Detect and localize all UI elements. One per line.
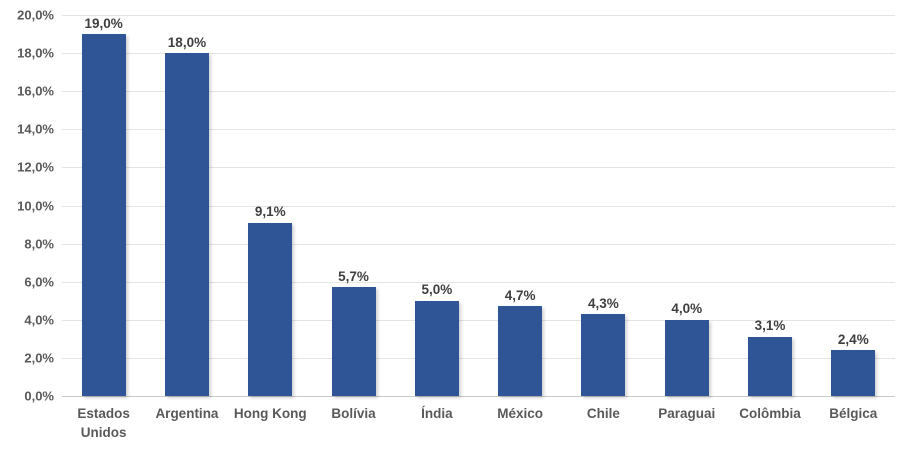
bar-slot: 4,3% [562, 15, 645, 396]
bar-méxico[interactable] [498, 306, 543, 396]
y-tick-label: 20,0% [17, 7, 54, 23]
y-tick-label: 12,0% [17, 159, 54, 175]
y-tick-label: 16,0% [17, 83, 54, 99]
y-tick-label: 8,0% [24, 236, 54, 252]
gridline [62, 243, 895, 245]
x-tick-label: México [497, 406, 544, 421]
bar-slot: 9,1% [229, 15, 312, 396]
gridline [62, 129, 895, 131]
x-tick-label: Argentina [155, 406, 219, 421]
plot-area: 19,0% 18,0% 9,1% 5,7% 5,0% 4,7% 4,3% 4,0% 3,1% 2,… [62, 15, 895, 397]
value-label: 3,1% [754, 318, 786, 334]
y-tick-label: 10,0% [17, 198, 54, 213]
value-label: 5,0% [421, 282, 453, 298]
value-label: 5,7% [338, 268, 369, 284]
x-tick-label: Bélgica [829, 406, 878, 421]
y-tick-label: 6,0% [24, 274, 54, 290]
gridline [62, 357, 895, 359]
x-tick-label: Estados Unidos [77, 406, 130, 440]
gridline [62, 53, 895, 55]
gridline [62, 205, 895, 207]
bar-argentina[interactable] [164, 53, 209, 396]
bar-slot: 4,0% [645, 15, 728, 396]
value-label: 4,7% [504, 287, 536, 303]
gridline [62, 281, 895, 283]
y-tick-label: 18,0% [17, 45, 54, 61]
y-tick-label: 0,0% [24, 388, 54, 404]
y-tick-label: 4,0% [24, 312, 54, 328]
x-axis: Estados Unidos Argentina Hong Kong Bolívia Í… [62, 404, 895, 442]
bar-colômbia[interactable] [748, 336, 793, 396]
bar-bélgica[interactable] [831, 350, 876, 396]
value-label: 19,0% [84, 15, 123, 31]
bar-bolívia[interactable] [331, 287, 376, 396]
value-label: 18,0% [167, 34, 207, 50]
x-tick-label: Bolívia [331, 406, 376, 421]
bar-índia[interactable] [414, 300, 459, 396]
bar-hong-kong[interactable] [248, 222, 293, 396]
x-tick-label: Chile [586, 406, 620, 421]
bar-slot: 19,0% [62, 15, 145, 396]
y-axis: 0,0% 2,0% 4,0% 6,0% 8,0% 10,0% 12,0% 14,0% 16,0%… [0, 9, 54, 403]
y-tick-label: 14,0% [17, 121, 54, 137]
bar-slot: 18,0% [145, 15, 228, 396]
gridline [62, 167, 895, 169]
gridline [62, 91, 895, 93]
y-tick-label: 2,0% [24, 350, 54, 366]
x-axis-line [62, 396, 895, 397]
value-label: 4,3% [588, 295, 619, 311]
bar-slot: 5,7% [312, 15, 395, 396]
bar-slot: 5,0% [395, 15, 478, 396]
x-tick-label: Índia [421, 406, 453, 421]
x-tick-label: Paraguai [658, 406, 716, 421]
x-tick-label: Colômbia [739, 406, 801, 421]
bar-chile[interactable] [581, 314, 626, 396]
bar-paraguai[interactable] [664, 319, 709, 396]
gridline [62, 15, 895, 16]
bar-slot: 2,4% [812, 15, 895, 396]
bar-slot: 4,7% [478, 15, 561, 396]
value-label: 9,1% [254, 204, 286, 220]
bar-estados-unidos[interactable] [81, 34, 126, 396]
value-label: 4,0% [671, 301, 703, 317]
gridline [62, 319, 895, 321]
bars-container: 19,0% 18,0% 9,1% 5,7% 5,0% 4,7% 4,3% 4,0% 3,1% 2,… [62, 15, 895, 396]
value-label: 2,4% [837, 331, 869, 347]
bar-slot: 3,1% [728, 15, 811, 396]
x-tick-label: Hong Kong [233, 406, 307, 421]
